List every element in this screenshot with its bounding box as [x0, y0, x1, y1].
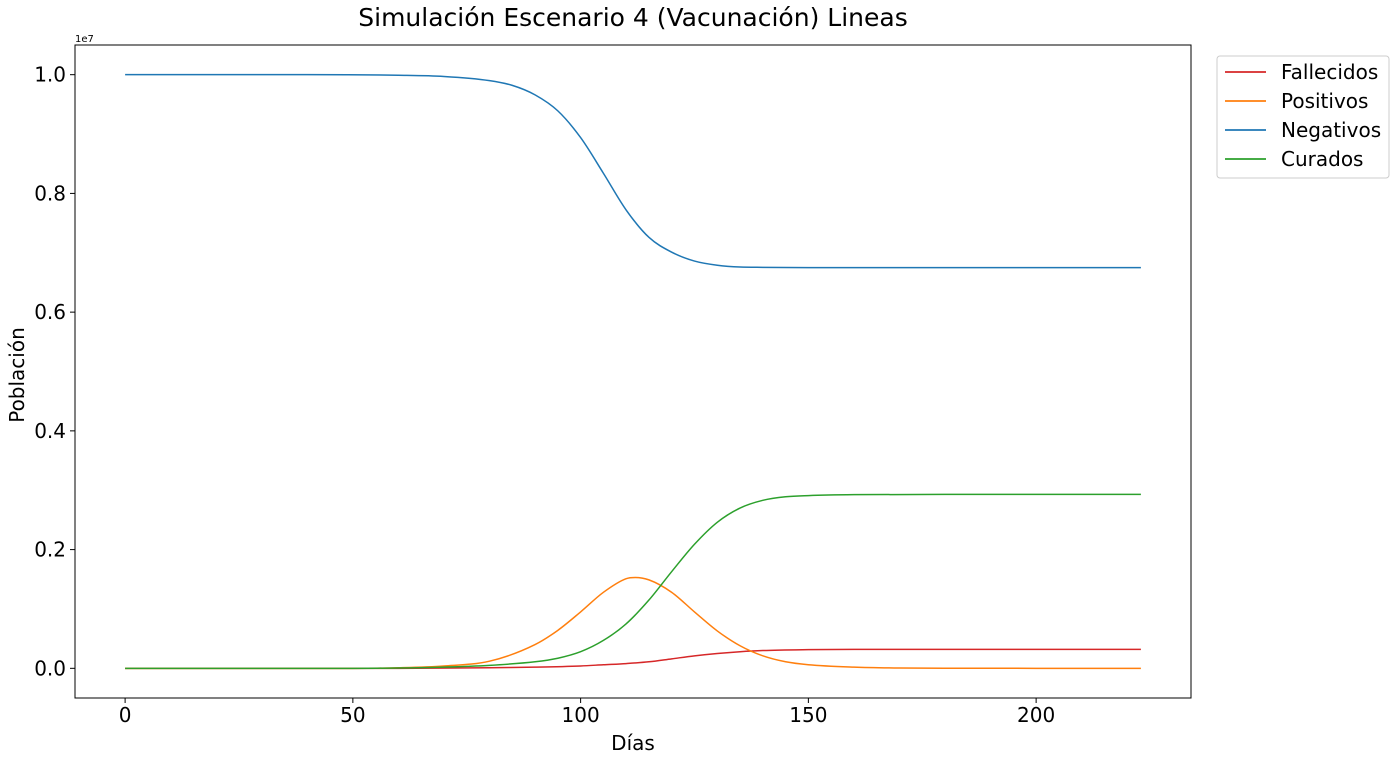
series-line-positivos — [125, 576, 1141, 670]
legend-label-negativos: Negativos — [1281, 118, 1381, 142]
x-tick-label: 100 — [562, 703, 600, 727]
series-layer — [125, 73, 1141, 670]
ticks-layer: 0 50 100 150 200 0.0 0.2 0.4 0.6 0.8 1.0 — [34, 63, 1055, 727]
y-axis-label: Población — [5, 327, 29, 423]
y-tick-label: 1.0 — [34, 63, 66, 87]
legend-box — [1216, 55, 1390, 179]
y-tick-label: 0.6 — [34, 300, 66, 324]
y-axis-offset-label: 1e7 — [75, 34, 94, 45]
series-line-negativos — [125, 73, 1141, 269]
y-tick-label: 0.2 — [34, 538, 66, 562]
x-tick-label: 200 — [1017, 703, 1055, 727]
legend-label-fallecidos: Fallecidos — [1281, 60, 1378, 84]
y-tick-label: 0.8 — [34, 181, 66, 205]
x-axis-label: Días — [611, 731, 655, 755]
legend-label-curados: Curados — [1281, 147, 1363, 171]
legend-label-positivos: Positivos — [1281, 89, 1368, 113]
y-tick-label: 0.4 — [34, 419, 66, 443]
series-line-fallecidos — [125, 648, 1141, 670]
x-tick-label: 0 — [119, 703, 132, 727]
x-tick-label: 50 — [340, 703, 365, 727]
legend: Fallecidos Positivos Negativos Curados — [1216, 55, 1390, 179]
series-line-curados — [125, 493, 1141, 670]
x-tick-label: 150 — [789, 703, 827, 727]
chart-title: Simulación Escenario 4 (Vacunación) Line… — [358, 3, 907, 32]
plot-frame — [74, 44, 1192, 699]
y-tick-label: 0.0 — [34, 656, 66, 680]
